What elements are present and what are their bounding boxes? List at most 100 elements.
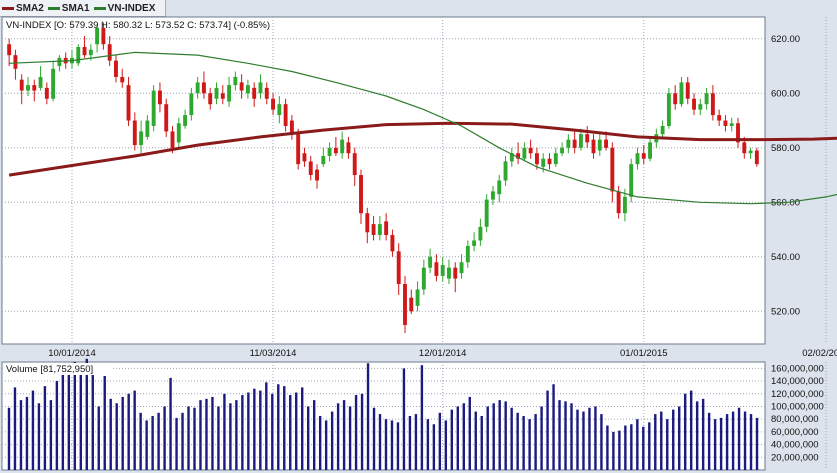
- candle-body: [541, 158, 546, 167]
- volume-bar: [163, 406, 166, 470]
- candle-body: [76, 46, 81, 64]
- volume-bar: [199, 400, 202, 470]
- candle-body: [440, 264, 445, 276]
- price-y-tick-label: 620.00: [771, 34, 800, 45]
- volume-bar: [468, 396, 471, 470]
- volume-bar: [420, 365, 424, 470]
- volume-bar: [624, 425, 627, 470]
- volume-bar: [384, 419, 388, 470]
- candle-body: [214, 87, 219, 99]
- volume-bar: [713, 419, 717, 470]
- volume-bar: [630, 424, 633, 470]
- candle-body: [522, 147, 527, 159]
- volume-bar: [582, 411, 585, 470]
- volume-bar: [241, 395, 244, 470]
- candle-body: [465, 245, 470, 263]
- candle-body: [327, 147, 332, 156]
- legend-label-sma2: SMA2: [16, 2, 44, 14]
- volume-bar: [19, 400, 23, 470]
- volume-bar: [61, 363, 65, 470]
- volume-bar: [312, 400, 316, 470]
- price-grid: [2, 38, 765, 312]
- volume-bar: [360, 393, 364, 470]
- candle-body: [346, 142, 351, 154]
- volume-bar: [606, 425, 609, 470]
- candle-body: [673, 93, 678, 105]
- candle-body: [572, 139, 577, 148]
- volume-bar: [253, 388, 256, 470]
- volume-bar: [289, 395, 292, 470]
- candle-body: [252, 87, 257, 99]
- volume-bar: [103, 375, 106, 470]
- candle-body: [497, 180, 502, 195]
- volume-bar: [354, 395, 358, 470]
- volume-bar: [121, 396, 124, 470]
- candle-body: [409, 297, 414, 312]
- volume-bar: [235, 400, 238, 470]
- volume-bar: [79, 367, 83, 470]
- candle-body: [95, 27, 100, 45]
- candle-body: [566, 139, 571, 148]
- volume-bar: [719, 417, 723, 470]
- volume-y-tick-label: 100,000,000: [771, 401, 824, 412]
- candle-body: [578, 134, 583, 148]
- volume-grid: [2, 367, 765, 458]
- candle-body: [585, 134, 590, 143]
- candle-body: [528, 147, 533, 154]
- legend-label-sma1: SMA1: [61, 2, 90, 14]
- volume-bar: [666, 419, 669, 470]
- candle-body: [384, 221, 389, 235]
- candle-body: [421, 267, 426, 290]
- volume-bar: [492, 403, 495, 470]
- volume-y-tick-label: 160,000,000: [771, 363, 824, 374]
- volume-bar: [755, 417, 759, 470]
- volume-bars: [7, 358, 759, 470]
- candle-body: [51, 68, 56, 99]
- volume-bar: [247, 392, 250, 470]
- candle-body: [19, 79, 24, 91]
- candle-body: [754, 150, 759, 165]
- volume-bar: [576, 409, 579, 470]
- candle-body: [610, 147, 615, 192]
- candle-body: [390, 235, 395, 252]
- candle-body: [126, 85, 131, 121]
- candle-body: [7, 44, 12, 56]
- candle-body: [220, 93, 225, 99]
- volume-bar: [678, 406, 681, 470]
- volume-bar: [169, 377, 172, 470]
- candle-body: [157, 90, 162, 105]
- candle-body: [258, 82, 263, 94]
- candle-body: [208, 93, 213, 105]
- volume-bar: [570, 403, 573, 470]
- volume-bar: [504, 401, 507, 470]
- candle-body: [641, 153, 646, 159]
- candle-body: [729, 123, 734, 126]
- volume-bar: [378, 414, 382, 470]
- candle-body: [371, 224, 376, 235]
- candle-body: [629, 164, 634, 197]
- candle-body: [283, 104, 288, 126]
- candle-body: [120, 76, 125, 83]
- volume-bar: [636, 419, 639, 470]
- candle-body: [447, 267, 451, 279]
- volume-bar: [223, 393, 226, 470]
- candle-body: [139, 131, 144, 146]
- candle-body: [698, 104, 703, 110]
- candle-body: [365, 213, 370, 233]
- candle-body: [491, 191, 495, 200]
- candle-body: [679, 82, 684, 105]
- candle-body: [553, 153, 558, 165]
- candle-body: [13, 55, 18, 69]
- volume-bar: [654, 414, 657, 470]
- volume-bar: [73, 362, 77, 470]
- volume-bar: [695, 401, 699, 470]
- volume-bar: [67, 363, 71, 470]
- volume-bar: [480, 416, 483, 470]
- price-y-tick-label: 580.00: [771, 143, 800, 154]
- volume-bar: [689, 390, 693, 470]
- volume-bar: [211, 396, 214, 470]
- candle-body: [415, 289, 420, 306]
- candle-body: [516, 153, 521, 159]
- candle-body: [145, 120, 150, 137]
- volume-bar: [402, 368, 406, 470]
